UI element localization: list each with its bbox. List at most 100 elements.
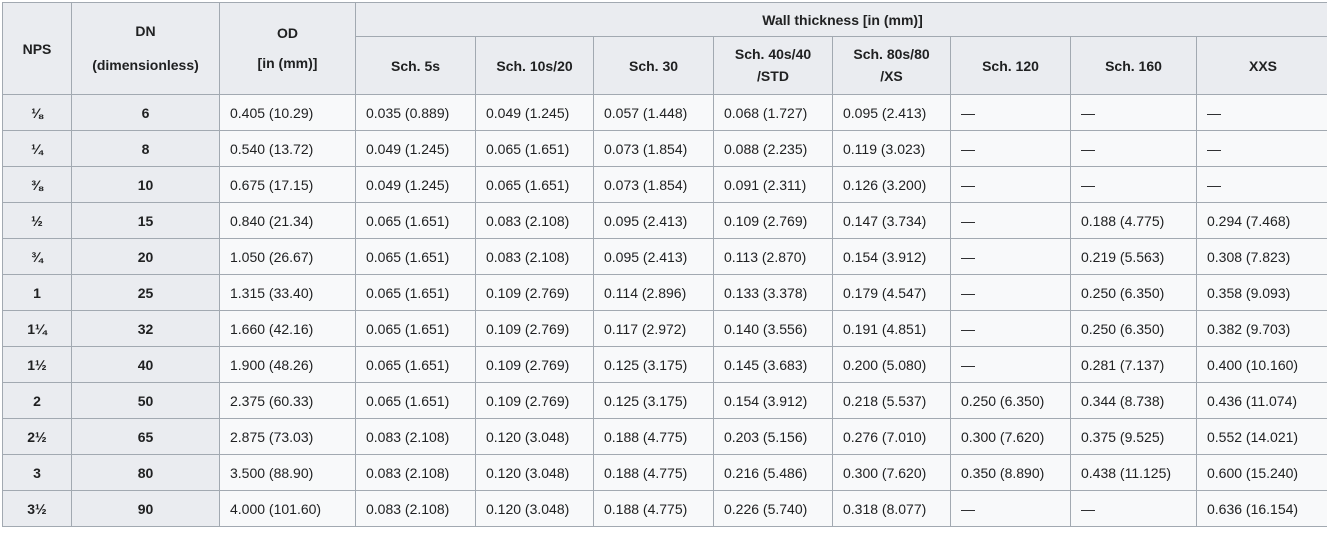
wall-cell: 0.091 (2.311) xyxy=(713,166,833,203)
wall-cell: 0.188 (4.775) xyxy=(593,490,714,527)
wall-cell: 0.073 (1.854) xyxy=(593,166,714,203)
dn-cell: 6 xyxy=(71,94,220,131)
table-row: ¾ 20 1.050 (26.67) 0.065 (1.651) 0.083 (… xyxy=(2,238,1327,275)
nps-cell: 2 xyxy=(2,382,72,419)
table-row: ⅜ 10 0.675 (17.15) 0.049 (1.245) 0.065 (… xyxy=(2,166,1327,203)
wall-cell: 0.281 (7.137) xyxy=(1070,346,1197,383)
wall-cell: — xyxy=(950,490,1071,527)
nps-cell: ⅛ xyxy=(2,94,72,131)
wall-cell: 0.109 (2.769) xyxy=(713,202,833,239)
wall-cell: 0.109 (2.769) xyxy=(475,274,594,311)
od-cell: 2.875 (73.03) xyxy=(219,418,356,455)
wall-cell: 0.552 (14.021) xyxy=(1195,418,1327,455)
wall-cell: 0.120 (3.048) xyxy=(475,454,594,491)
wall-cell: 0.117 (2.972) xyxy=(593,310,714,347)
wall-cell: 0.300 (7.620) xyxy=(950,418,1071,455)
table-header: NPS DN (dimensionless) OD [in (mm)] Wall… xyxy=(2,2,1327,95)
od-cell: 0.675 (17.15) xyxy=(219,166,356,203)
nps-cell: 3½ xyxy=(2,490,72,527)
wall-cell: 0.179 (4.547) xyxy=(832,274,951,311)
wall-cell: 0.095 (2.413) xyxy=(593,238,714,275)
wall-cell: 0.068 (1.727) xyxy=(713,94,833,131)
wall-cell: 0.636 (16.154) xyxy=(1195,490,1327,527)
dn-cell: 10 xyxy=(71,166,220,203)
wall-cell: — xyxy=(950,274,1071,311)
group-header-wall-thickness: Wall thickness [in (mm)] xyxy=(354,2,1327,37)
wall-cell: 0.049 (1.245) xyxy=(355,130,476,167)
wall-cell: 0.216 (5.486) xyxy=(713,454,833,491)
wall-cell: 0.083 (2.108) xyxy=(475,238,594,275)
dn-cell: 20 xyxy=(71,238,220,275)
table-row: 3½ 90 4.000 (101.60) 0.083 (2.108) 0.120… xyxy=(2,490,1327,527)
wall-cell: — xyxy=(950,238,1071,275)
wall-cell: 0.145 (3.683) xyxy=(713,346,833,383)
od-cell: 1.900 (48.26) xyxy=(219,346,356,383)
wall-cell: 0.294 (7.468) xyxy=(1195,202,1327,239)
wall-cell: 0.109 (2.769) xyxy=(475,310,594,347)
col-header-sch-10s-20: Sch. 10s/20 xyxy=(475,36,594,95)
table-row: 1¼ 32 1.660 (42.16) 0.065 (1.651) 0.109 … xyxy=(2,310,1327,347)
col-header-nps: NPS xyxy=(2,2,72,95)
od-cell: 0.540 (13.72) xyxy=(219,130,356,167)
wall-cell: — xyxy=(1070,94,1197,131)
od-cell: 0.405 (10.29) xyxy=(219,94,356,131)
od-cell: 1.660 (42.16) xyxy=(219,310,356,347)
wall-cell: 0.250 (6.350) xyxy=(1070,274,1197,311)
wall-cell: 0.154 (3.912) xyxy=(832,238,951,275)
wall-cell: 0.125 (3.175) xyxy=(593,346,714,383)
wall-cell: 0.125 (3.175) xyxy=(593,382,714,419)
col-header-sch-120: Sch. 120 xyxy=(950,36,1071,95)
wall-cell: 0.191 (4.851) xyxy=(832,310,951,347)
wall-cell: 0.133 (3.378) xyxy=(713,274,833,311)
od-cell: 1.315 (33.40) xyxy=(219,274,356,311)
wall-cell: 0.120 (3.048) xyxy=(475,418,594,455)
wall-cell: 0.126 (3.200) xyxy=(832,166,951,203)
nps-cell: ¾ xyxy=(2,238,72,275)
table-row: ½ 15 0.840 (21.34) 0.065 (1.651) 0.083 (… xyxy=(2,202,1327,239)
wall-cell: 0.188 (4.775) xyxy=(1070,202,1197,239)
nps-cell: 3 xyxy=(2,454,72,491)
wall-cell: 0.318 (8.077) xyxy=(832,490,951,527)
wall-cell: 0.065 (1.651) xyxy=(475,166,594,203)
wall-cell: 0.200 (5.080) xyxy=(832,346,951,383)
wall-cell: 0.083 (2.108) xyxy=(355,418,476,455)
wall-cell: 0.114 (2.896) xyxy=(593,274,714,311)
wall-cell: 0.119 (3.023) xyxy=(832,130,951,167)
wall-cell: 0.600 (15.240) xyxy=(1195,454,1327,491)
col-header-xxs: XXS xyxy=(1195,36,1327,95)
wall-cell: 0.095 (2.413) xyxy=(593,202,714,239)
wall-cell: 0.065 (1.651) xyxy=(355,310,476,347)
wall-cell: 0.035 (0.889) xyxy=(355,94,476,131)
wall-cell: 0.113 (2.870) xyxy=(713,238,833,275)
nps-cell: 1¼ xyxy=(2,310,72,347)
col-header-sch-40s-40-std: Sch. 40s/40 /STD xyxy=(713,36,833,95)
dn-cell: 8 xyxy=(71,130,220,167)
wall-cell: 0.219 (5.563) xyxy=(1070,238,1197,275)
nps-cell: ½ xyxy=(2,202,72,239)
wall-cell: 0.083 (2.108) xyxy=(475,202,594,239)
wall-cell: 0.120 (3.048) xyxy=(475,490,594,527)
wall-cell: 0.065 (1.651) xyxy=(355,274,476,311)
wall-cell: 0.300 (7.620) xyxy=(832,454,951,491)
wall-cell: — xyxy=(1070,490,1197,527)
wall-cell: 0.147 (3.734) xyxy=(832,202,951,239)
wall-cell: 0.073 (1.854) xyxy=(593,130,714,167)
pipe-schedule-table: NPS DN (dimensionless) OD [in (mm)] Wall… xyxy=(2,2,1327,527)
dn-cell: 50 xyxy=(71,382,220,419)
od-cell: 4.000 (101.60) xyxy=(219,490,356,527)
wall-cell: 0.049 (1.245) xyxy=(355,166,476,203)
wall-cell: — xyxy=(1070,130,1197,167)
dn-cell: 90 xyxy=(71,490,220,527)
wall-cell: 0.154 (3.912) xyxy=(713,382,833,419)
col-header-od: OD [in (mm)] xyxy=(219,2,356,95)
nps-cell: 1 xyxy=(2,274,72,311)
wall-cell: 0.188 (4.775) xyxy=(593,454,714,491)
wall-cell: — xyxy=(950,202,1071,239)
table-row: ⅛ 6 0.405 (10.29) 0.035 (0.889) 0.049 (1… xyxy=(2,94,1327,131)
wall-cell: 0.436 (11.074) xyxy=(1195,382,1327,419)
wall-cell: 0.049 (1.245) xyxy=(475,94,594,131)
wall-cell: 0.140 (3.556) xyxy=(713,310,833,347)
col-header-dn: DN (dimensionless) xyxy=(71,2,220,95)
wall-cell: — xyxy=(1195,166,1327,203)
wall-cell: 0.095 (2.413) xyxy=(832,94,951,131)
